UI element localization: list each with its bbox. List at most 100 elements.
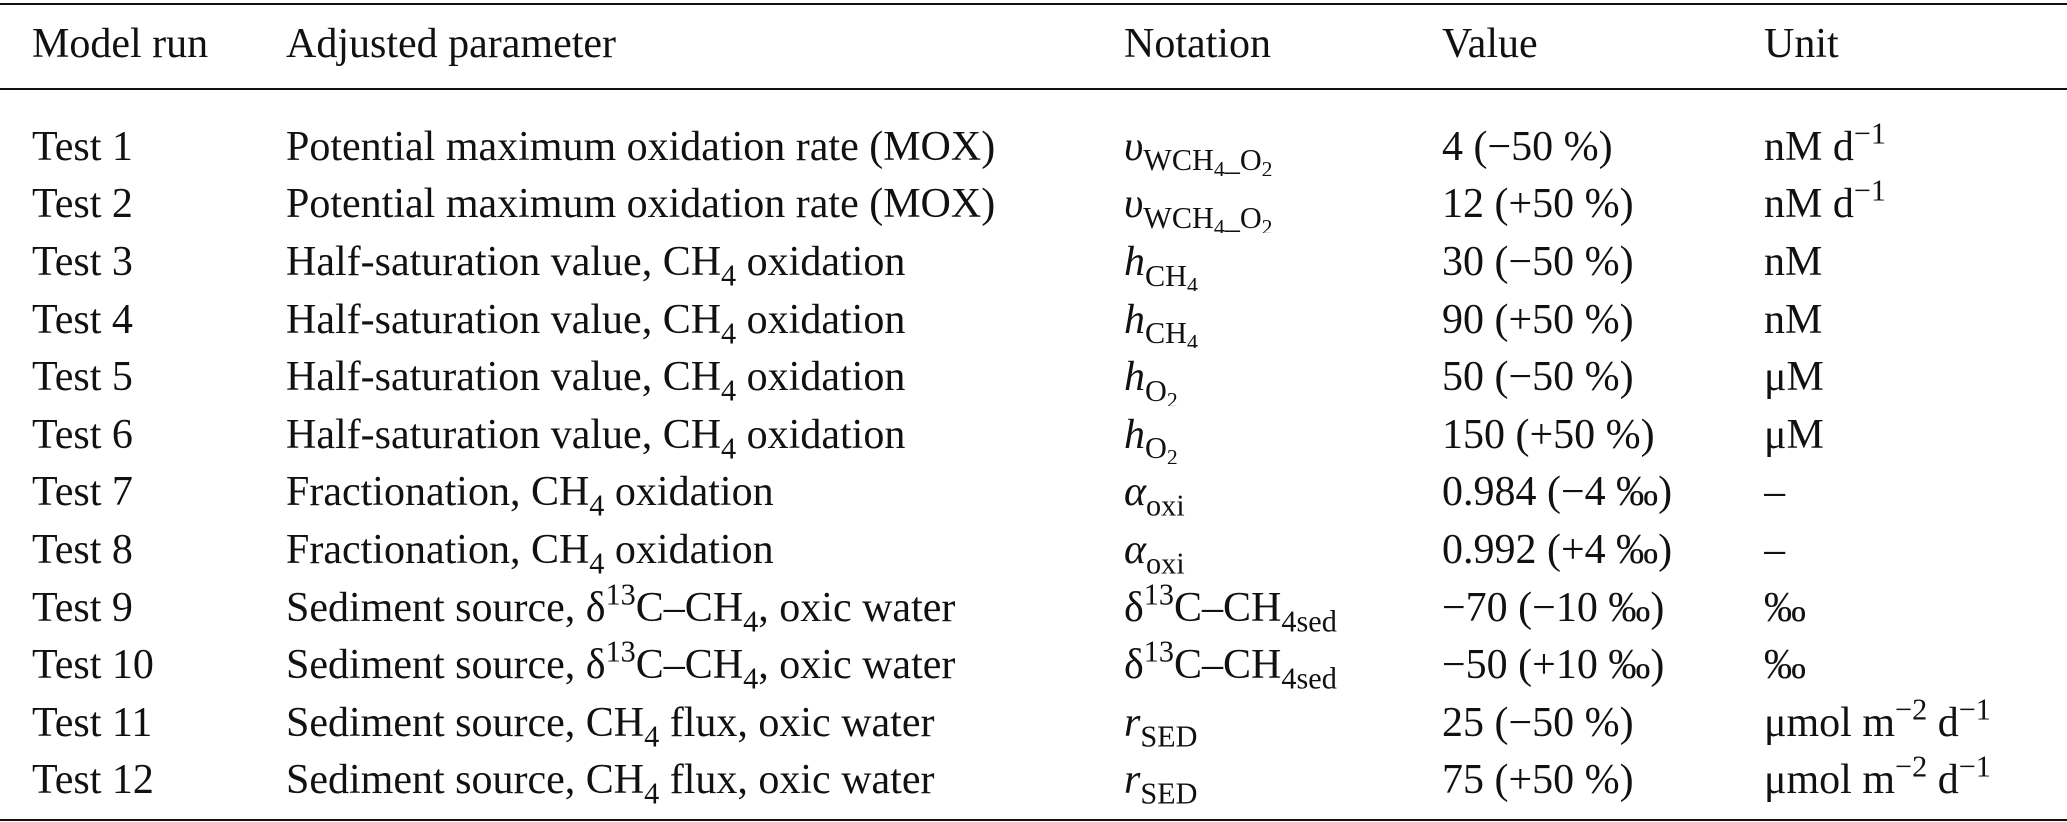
param-text-post: flux, oxic water — [659, 757, 935, 804]
notation-sub-b: 4 — [1213, 157, 1225, 176]
cell-adjusted-parameter: Half-saturation value, CH4 oxidation — [286, 233, 1124, 291]
table-row: Test 6 Half-saturation value, CH4 oxidati… — [0, 406, 2067, 464]
unit-main: ‰ — [1764, 584, 1806, 631]
notation-sub-b: 2 — [1166, 388, 1178, 406]
cell-value: 25 (−50 %) — [1442, 699, 1634, 746]
cell-model-run: Test 6 — [32, 411, 133, 458]
notation-subscript: CH4 — [1145, 258, 1198, 291]
notation-sub-a: WCH — [1143, 143, 1214, 176]
cell-notation: hO2 — [1124, 348, 1442, 406]
cell-adjusted-parameter: Fractionation, CH4 oxidation — [286, 464, 1124, 522]
notation-subscript: O2 — [1145, 431, 1178, 463]
table-row: Test 10 Sediment source, δ13C–CH4, oxic w… — [0, 636, 2067, 694]
cell-adjusted-parameter: Potential maximum oxidation rate (MOX) — [286, 176, 1124, 234]
table-row: Test 1 Potential maximum oxidation rate (… — [0, 118, 2067, 176]
notation-symbol: υ — [1124, 123, 1144, 170]
header-notation: Notation — [1124, 21, 1271, 67]
cell-value: −70 (−10 ‰) — [1442, 584, 1665, 631]
param-superscript: 13 — [605, 636, 636, 669]
notation-sub-c: _O — [1224, 143, 1262, 176]
param-subscript: 4 — [721, 258, 737, 291]
cell-notation: υWCH4_O2 — [1124, 118, 1442, 176]
table-row: Test 3 Half-saturation value, CH4 oxidati… — [0, 233, 2067, 291]
unit-main: nM d — [1764, 181, 1854, 228]
cell-value: 4 (−50 %) — [1442, 123, 1613, 170]
param-text: Half-saturation value, CH — [286, 411, 722, 458]
cell-model-run: Test 4 — [32, 296, 133, 343]
cell-adjusted-parameter: Potential maximum oxidation rate (MOX) — [286, 118, 1124, 176]
notation-subscript: 4sed — [1281, 604, 1336, 636]
cell-value: 150 (+50 %) — [1442, 411, 1655, 458]
notation-symbol: δ — [1124, 584, 1144, 631]
unit-main: μM — [1764, 411, 1824, 458]
unit-main: ‰ — [1764, 642, 1806, 689]
param-subscript: 4 — [721, 431, 737, 464]
cell-model-run: Test 8 — [32, 526, 133, 573]
param-text: Half-saturation value, CH — [286, 354, 722, 401]
cell-unit: μM — [1764, 406, 2067, 464]
table-row: Test 9 Sediment source, δ13C–CH4, oxic wa… — [0, 579, 2067, 637]
notation-sub-a: 4sed — [1281, 604, 1337, 637]
unit-main: – — [1764, 526, 1785, 573]
notation-subscript: oxi — [1146, 489, 1185, 521]
unit-main: nM d — [1764, 123, 1854, 170]
cell-model-run: Test 9 — [32, 584, 133, 631]
notation-symbol: δ — [1124, 642, 1144, 689]
cell-unit: – — [1764, 521, 2067, 579]
cell-notation: αoxi — [1124, 521, 1442, 579]
param-subscript: 4 — [743, 661, 759, 694]
param-subscript: 4 — [644, 776, 660, 810]
table-row: Test 5 Half-saturation value, CH4 oxidati… — [0, 348, 2067, 406]
cell-value: 90 (+50 %) — [1442, 296, 1634, 343]
cell-model-run: Test 10 — [32, 642, 154, 689]
notation-sub-a: CH — [1145, 258, 1188, 291]
cell-notation: αoxi — [1124, 464, 1442, 522]
notation-symbol: h — [1124, 296, 1145, 343]
cell-notation: δ13C–CH4sed — [1124, 579, 1442, 637]
cell-unit: – — [1764, 464, 2067, 522]
cell-notation: hO2 — [1124, 406, 1442, 464]
param-text-post: oxidation — [736, 354, 906, 401]
notation-symbol: h — [1124, 354, 1145, 401]
table-row: Test 8 Fractionation, CH4 oxidation αoxi 0.… — [0, 521, 2067, 579]
param-subscript: 4 — [743, 604, 759, 637]
table-row: Test 2 Potential maximum oxidation rate (… — [0, 176, 2067, 234]
cell-unit: nM d−1 — [1764, 118, 2067, 176]
unit-main: μmol m — [1764, 699, 1896, 746]
notation-sub-a: CH — [1145, 316, 1188, 349]
cell-unit: ‰ — [1764, 579, 2067, 637]
cell-value: 12 (+50 %) — [1442, 181, 1634, 228]
cell-notation: hCH4 — [1124, 233, 1442, 291]
cell-unit: ‰ — [1764, 636, 2067, 694]
notation-sub-a: O — [1145, 431, 1167, 464]
cell-value: 30 (−50 %) — [1442, 238, 1634, 285]
param-text: Half-saturation value, CH — [286, 238, 722, 285]
table-body: Test 1 Potential maximum oxidation rate (… — [0, 88, 2067, 809]
cell-unit: μmol m−2 d−1 — [1764, 752, 2067, 810]
notation-subscript: CH4 — [1145, 316, 1198, 348]
param-text-post: , oxic water — [758, 642, 956, 689]
header-adjusted-parameter: Adjusted parameter — [286, 21, 617, 67]
cell-unit: nM d−1 — [1764, 176, 2067, 234]
top-rule — [0, 3, 2067, 5]
notation-sub-b: 4 — [1187, 273, 1198, 291]
unit-tail: d — [1927, 699, 1959, 746]
cell-model-run: Test 7 — [32, 469, 133, 516]
param-text: Half-saturation value, CH — [286, 296, 722, 343]
param-text-mid: C–CH — [635, 642, 744, 689]
cell-value: 0.984 (−4 ‰) — [1442, 469, 1673, 516]
param-text-mid: C–CH — [635, 584, 744, 631]
notation-subscript: SED — [1140, 719, 1197, 751]
param-text-post: oxidation — [736, 411, 906, 458]
notation-sub-a: WCH — [1143, 200, 1214, 234]
notation-symbol: α — [1124, 469, 1147, 516]
param-text: Potential maximum oxidation rate (MOX) — [286, 123, 996, 170]
notation-symbol: r — [1124, 699, 1141, 746]
notation-subscript: O2 — [1145, 374, 1178, 406]
notation-sub-d: 2 — [1261, 215, 1273, 234]
unit-tail: d — [1927, 757, 1959, 804]
notation-sub-b: 4 — [1213, 215, 1225, 234]
param-text: Sediment source, δ — [286, 642, 606, 689]
cell-model-run: Test 1 — [32, 123, 133, 170]
